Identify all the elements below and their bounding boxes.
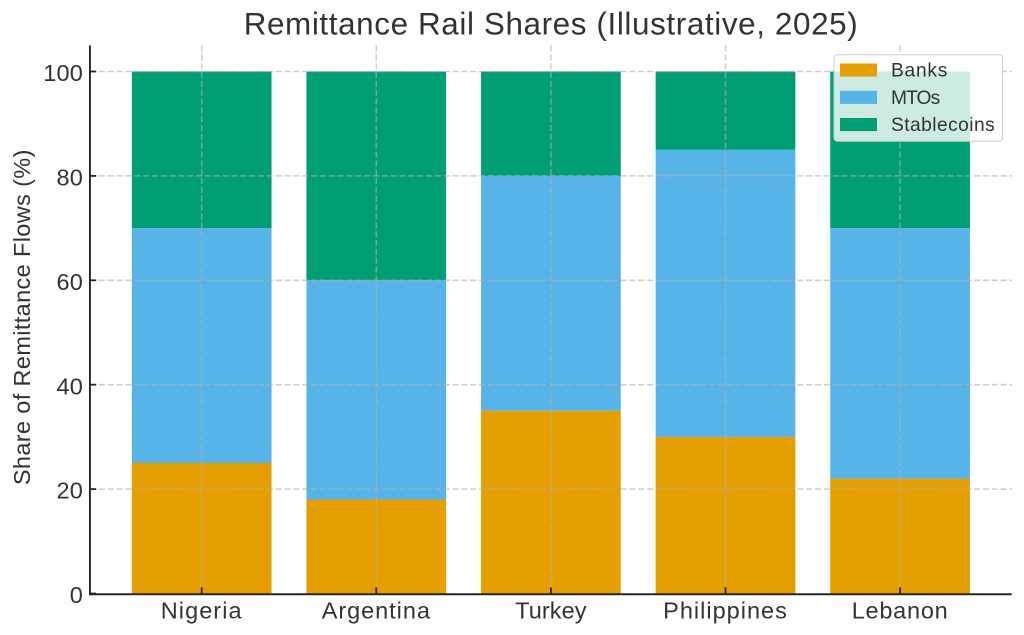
- svg-text:0: 0: [70, 582, 83, 608]
- svg-text:Stablecoins: Stablecoins: [891, 115, 995, 136]
- svg-text:20: 20: [56, 478, 83, 504]
- svg-text:Remittance Rail Shares (Illust: Remittance Rail Shares (Illustrative, 20…: [244, 7, 859, 42]
- svg-text:80: 80: [56, 165, 83, 191]
- svg-text:Nigeria: Nigeria: [161, 598, 243, 624]
- svg-text:Share of Remittance Flows (%): Share of Remittance Flows (%): [9, 149, 35, 485]
- svg-text:40: 40: [56, 373, 83, 399]
- svg-text:100: 100: [43, 60, 83, 86]
- svg-text:Philippines: Philippines: [663, 598, 788, 624]
- svg-text:Argentina: Argentina: [322, 598, 431, 624]
- svg-text:Turkey: Turkey: [515, 598, 587, 624]
- svg-text:Banks: Banks: [891, 61, 948, 82]
- svg-text:MTOs: MTOs: [891, 88, 940, 109]
- svg-text:60: 60: [56, 269, 83, 295]
- svg-text:Lebanon: Lebanon: [852, 598, 949, 624]
